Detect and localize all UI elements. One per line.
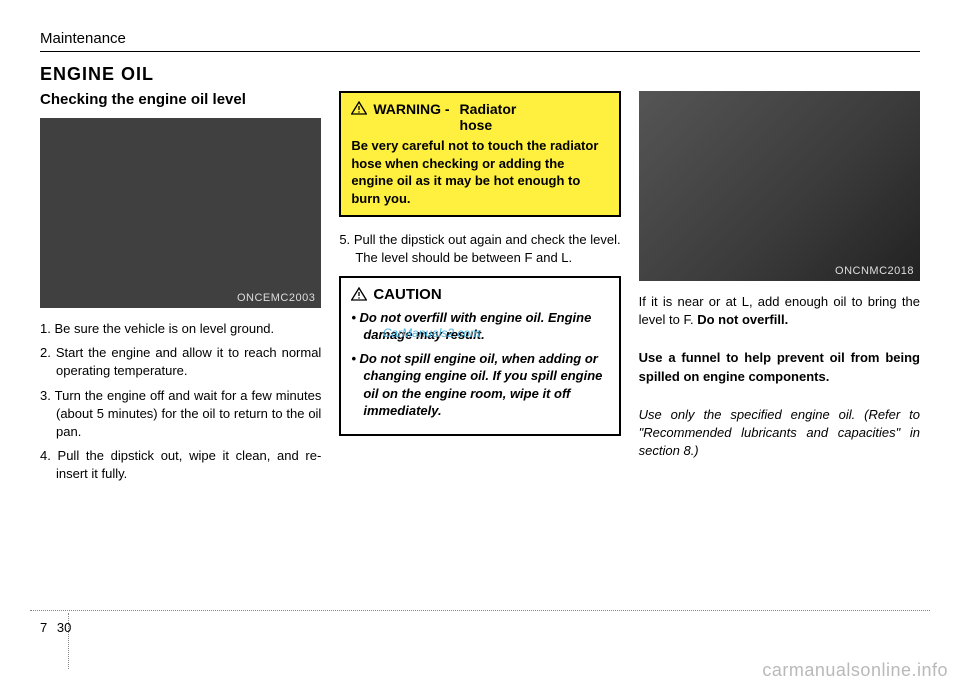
chapter-number: 7 [40,620,47,635]
content-columns: Checking the engine oil level ONCEMC2003… [40,91,920,490]
col3-p1: If it is near or at L, add enough oil to… [639,293,920,329]
caution-label: CAUTION [373,286,441,303]
footer-dotted-rule [30,610,930,611]
figure-oil-fill: ONCNMC2018 [639,91,920,281]
col3-p1b: Do not overfill. [697,312,788,327]
figure-label-2: ONCNMC2018 [835,265,914,277]
step-5-block: 5. Pull the dipstick out again and check… [339,231,620,267]
footer-brand: carmanualsonline.info [762,660,948,681]
page-number: 7 30 [40,620,71,635]
steps-list: 1. Be sure the vehicle is on level groun… [40,320,321,484]
caution-title-row: CAUTION [351,286,608,303]
warning-subject-1: Radiator [460,101,609,117]
caution-item-2: • Do not spill engine oil, when adding o… [351,350,608,420]
warning-box: WARNING - Radiator hose Be very careful … [339,91,620,217]
step-2: 2. Start the engine and allow it to reac… [40,344,321,380]
subheading: Checking the engine oil level [40,91,321,108]
section-title: ENGINE OIL [40,64,920,85]
step-3: 3. Turn the engine off and wait for a fe… [40,387,321,442]
column-3: ONCNMC2018 If it is near or at L, add en… [639,91,920,490]
col3-p3: Use only the specified engine oil. (Refe… [639,406,920,461]
col3-p2: Use a funnel to help prevent oil from be… [639,349,920,385]
spacer [639,335,920,343]
figure-dipstick: ONCEMC2003 [40,118,321,308]
step-1: 1. Be sure the vehicle is on level groun… [40,320,321,338]
header-rule: Maintenance [40,30,920,52]
warning-triangle-icon [351,101,367,115]
caution-triangle-icon [351,287,367,301]
figure-label: ONCEMC2003 [237,292,315,304]
column-2: WARNING - Radiator hose Be very careful … [339,91,620,490]
step-5: 5. Pull the dipstick out again and check… [339,231,620,267]
warning-title-row: WARNING - Radiator hose [351,101,608,133]
step-4: 4. Pull the dipstick out, wipe it clean,… [40,447,321,483]
breadcrumb: Maintenance [40,30,920,47]
caution-body: • Do not overfill with engine oil. Engin… [351,309,608,420]
col3-body: If it is near or at L, add enough oil to… [639,293,920,460]
warning-body: Be very careful not to touch the radiato… [351,137,608,207]
caution-item-1: • Do not overfill with engine oil. Engin… [351,309,608,344]
spacer [639,392,920,400]
column-1: Checking the engine oil level ONCEMC2003… [40,91,321,490]
warning-subject-2: hose [460,117,609,133]
warning-label: WARNING - [373,101,449,117]
caution-box: CAUTION • Do not overfill with engine oi… [339,276,620,436]
watermark-link: CarManuals2.com [395,325,480,341]
page-number-value: 30 [57,620,71,635]
manual-page: Maintenance ENGINE OIL Checking the engi… [0,0,960,689]
